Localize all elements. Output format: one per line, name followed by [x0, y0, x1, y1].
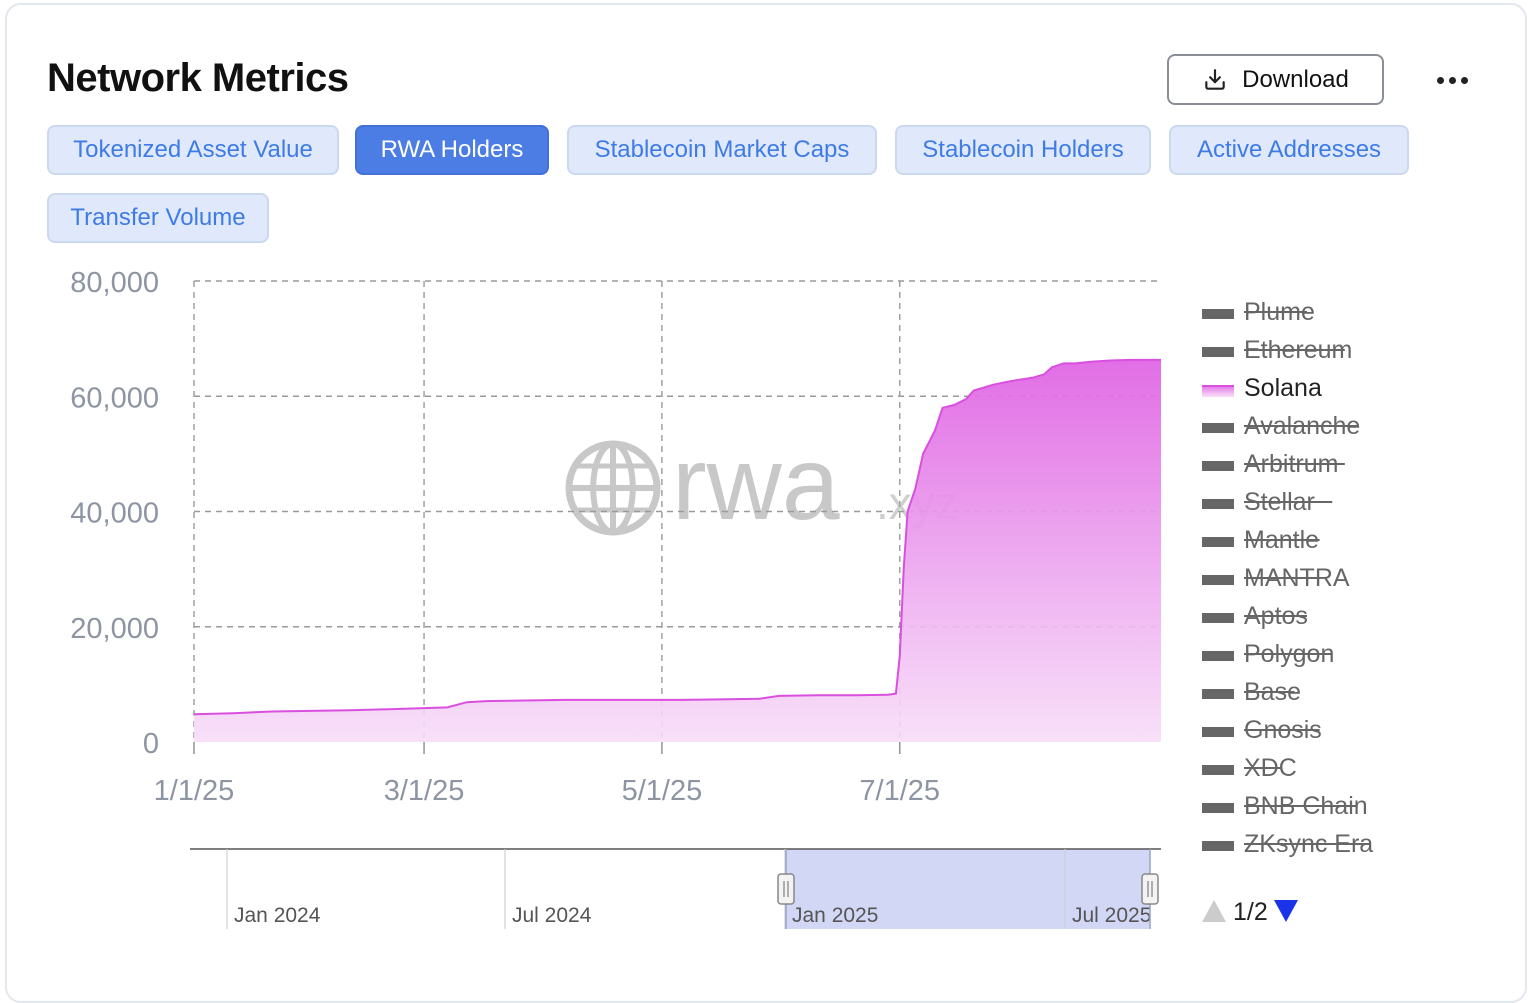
- zoom-handle-grip[interactable]: [777, 873, 795, 905]
- download-label: Download: [1242, 65, 1349, 93]
- legend-item-zksync-era[interactable]: ZKsync Era: [1202, 830, 1373, 858]
- legend-item-avalanche[interactable]: Avalanche: [1202, 412, 1360, 440]
- legend-item-xdc[interactable]: XDC: [1202, 754, 1297, 782]
- legend-swatch: [1202, 727, 1234, 737]
- legend-swatch: [1202, 385, 1234, 397]
- legend-swatch: [1202, 575, 1234, 585]
- legend-swatch: [1202, 499, 1234, 509]
- tab-active-addresses[interactable]: Active Addresses: [1169, 125, 1409, 175]
- legend-swatch: [1202, 461, 1234, 471]
- more-dot-icon: [1448, 76, 1456, 84]
- zoom-navigator[interactable]: Jan 2024 Jul 2024 Jan 2025 Jul 2025: [190, 848, 1161, 929]
- y-tick-label: 0: [143, 728, 159, 760]
- legend-swatch: [1202, 803, 1234, 813]
- legend-item-mantle[interactable]: Mantle: [1202, 526, 1320, 554]
- x-tick-label: 3/1/25: [384, 775, 465, 807]
- download-button[interactable]: Download: [1167, 54, 1384, 105]
- legend-swatch: [1202, 765, 1234, 775]
- tab-tokenized-asset-value[interactable]: Tokenized Asset Value: [47, 125, 339, 175]
- y-tick-label: 60,000: [70, 382, 159, 414]
- more-dot-icon: [1460, 76, 1468, 84]
- legend-item-arbitrum[interactable]: Arbitrum: [1202, 450, 1345, 478]
- legend-item-polygon[interactable]: Polygon: [1202, 640, 1334, 668]
- legend-item-base[interactable]: Base: [1202, 678, 1301, 706]
- legend-item-plume[interactable]: Plume: [1202, 298, 1315, 326]
- legend-swatch: [1202, 537, 1234, 547]
- legend-item-ethereum[interactable]: Ethereum: [1202, 336, 1352, 364]
- tab-transfer-volume[interactable]: Transfer Volume: [47, 193, 269, 243]
- legend-page-indicator: 1/2: [1233, 898, 1268, 926]
- download-icon: [1205, 68, 1225, 90]
- tab-rwa-holders[interactable]: RWA Holders: [355, 125, 549, 175]
- tab-stablecoin-market-caps[interactable]: Stablecoin Market Caps: [567, 125, 877, 175]
- legend-item-stellar[interactable]: Stellar: [1202, 488, 1333, 516]
- legend-prev-page-icon[interactable]: [1202, 900, 1226, 922]
- legend-swatch: [1202, 347, 1234, 357]
- legend-label: Solana: [1244, 374, 1322, 402]
- legend-swatch: [1202, 423, 1234, 433]
- legend-item-solana[interactable]: Solana: [1202, 374, 1322, 402]
- series-area-solana: [194, 359, 1161, 742]
- zoom-tick-label: Jan 2024: [234, 904, 321, 927]
- legend-item-gnosis[interactable]: Gnosis: [1202, 716, 1322, 744]
- x-tick-label: 5/1/25: [622, 775, 703, 807]
- series-line-solana: [193, 358, 1161, 716]
- x-tick-label: 1/1/25: [154, 775, 235, 807]
- x-tick-label: 7/1/25: [859, 775, 940, 807]
- legend-swatch: [1202, 841, 1234, 851]
- legend-item-mantra[interactable]: MANTRA: [1202, 564, 1350, 592]
- legend-swatch: [1202, 613, 1234, 623]
- tab-stablecoin-holders[interactable]: Stablecoin Holders: [895, 125, 1151, 175]
- zoom-tick-label: Jul 2024: [512, 904, 592, 927]
- zoom-handle-right[interactable]: [1141, 873, 1159, 905]
- page-title: Network Metrics: [47, 56, 349, 100]
- watermark: rwa.xyz: [565, 426, 958, 542]
- legend-swatch: [1202, 309, 1234, 319]
- legend-item-bnb-chain[interactable]: BNB Chain: [1202, 792, 1368, 820]
- legend-next-page-icon[interactable]: [1274, 900, 1298, 922]
- zoom-handle-left[interactable]: [777, 873, 795, 905]
- y-tick-label: 20,000: [70, 613, 159, 645]
- zoom-tick-label: Jul 2025: [1072, 904, 1151, 927]
- zoom-selected-window[interactable]: [786, 849, 1150, 929]
- zoom-handle-grip[interactable]: [1141, 873, 1159, 905]
- y-tick-label: 40,000: [70, 498, 159, 530]
- watermark-text: rwa: [672, 426, 840, 542]
- zoom-tick-label: Jan 2025: [792, 904, 878, 927]
- y-tick-label: 80,000: [70, 267, 159, 299]
- legend-swatch: [1202, 689, 1234, 699]
- more-options-button[interactable]: [1430, 66, 1474, 94]
- more-dot-icon: [1436, 76, 1444, 84]
- legend-swatch: [1202, 651, 1234, 661]
- legend-item-aptos[interactable]: Aptos: [1202, 602, 1308, 630]
